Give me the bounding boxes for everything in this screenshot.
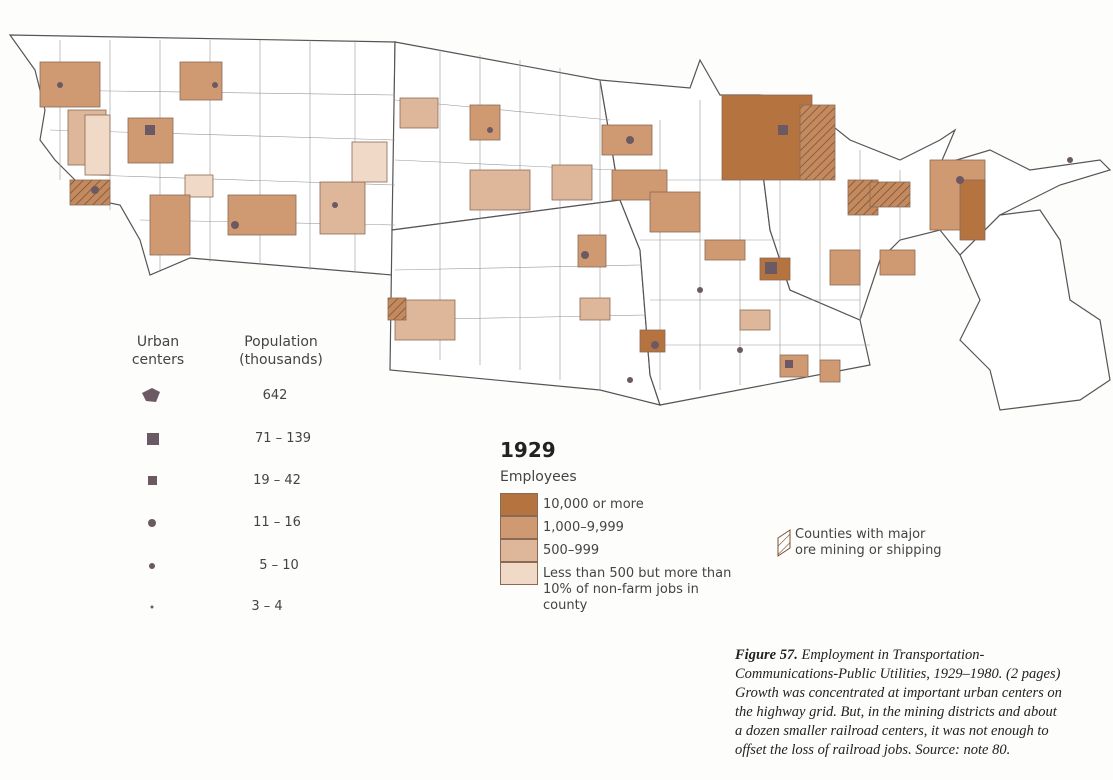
county (579, 297, 611, 321)
swatch (500, 493, 538, 516)
city (57, 82, 63, 88)
population-class: 71 – 139 (254, 431, 312, 446)
county (469, 169, 531, 211)
county (721, 94, 813, 181)
hatch-swatch (777, 529, 791, 557)
county (399, 97, 439, 129)
county (469, 104, 501, 141)
population-class: 3 – 4 (251, 599, 283, 614)
city (231, 221, 239, 229)
city (332, 202, 338, 208)
legend-label: 500–999 (543, 543, 600, 558)
county (127, 117, 174, 164)
county (577, 234, 607, 268)
city (1067, 157, 1073, 163)
county (739, 309, 771, 331)
symbol-11-16 (148, 519, 156, 527)
county (829, 249, 861, 286)
lower-michigan (959, 209, 1111, 411)
city (627, 377, 633, 383)
swatch (500, 539, 538, 562)
urban-centers (57, 82, 1073, 383)
county (551, 164, 593, 201)
county (799, 104, 836, 181)
city (956, 176, 964, 184)
population-heading: Population (thousands) (239, 334, 323, 368)
city (626, 136, 634, 144)
county (779, 354, 809, 378)
caption-figure: Figure 57. (735, 647, 798, 663)
county (39, 61, 101, 108)
population-class: 19 – 42 (253, 473, 301, 488)
legend-subtitle: Employees (500, 469, 577, 485)
caption: Figure 57. Employment in Transportation-… (735, 646, 1065, 760)
legend-year: 1929 (500, 438, 556, 462)
county (84, 114, 111, 176)
county (319, 181, 366, 235)
city (785, 360, 793, 368)
county (704, 239, 746, 261)
city (91, 186, 99, 194)
symbol-71-139 (147, 433, 159, 445)
city (697, 287, 703, 293)
population-class: 11 – 16 (253, 515, 301, 530)
urban-legend-symbols (142, 388, 160, 609)
caption-text: Employment in Transportation-Communicati… (735, 647, 1062, 758)
county (227, 194, 297, 236)
hatch-label: Counties with major ore mining or shippi… (795, 527, 942, 558)
county (351, 141, 388, 183)
symbol-642 (142, 388, 160, 402)
legend-label: 1,000–9,999 (543, 520, 624, 535)
county (869, 181, 911, 208)
city (737, 347, 743, 353)
city (778, 125, 788, 135)
city (212, 82, 218, 88)
swatch (500, 562, 538, 585)
symbol-3-4 (150, 605, 154, 609)
symbol-5-10 (149, 563, 155, 569)
city (145, 125, 155, 135)
population-class: 5 – 10 (259, 558, 299, 573)
city (651, 341, 659, 349)
urban-centers-heading: Urban centers (131, 334, 185, 368)
county (184, 174, 214, 198)
map (8, 34, 1112, 609)
county (179, 61, 223, 101)
county (69, 179, 111, 206)
city (487, 127, 493, 133)
legend-label: 10,000 or more (543, 497, 644, 512)
shaded-counties (39, 61, 986, 383)
city (581, 251, 589, 259)
county (819, 359, 841, 383)
city (765, 262, 777, 274)
symbol-19-42 (148, 476, 157, 485)
county (387, 297, 407, 321)
legend-label: Less than 500 but more than 10% of non-f… (543, 566, 732, 613)
population-class: 642 (262, 388, 288, 403)
county (649, 191, 701, 233)
county (959, 179, 986, 241)
county (149, 194, 191, 256)
swatch (500, 516, 538, 539)
county (639, 329, 666, 353)
county (879, 249, 916, 276)
